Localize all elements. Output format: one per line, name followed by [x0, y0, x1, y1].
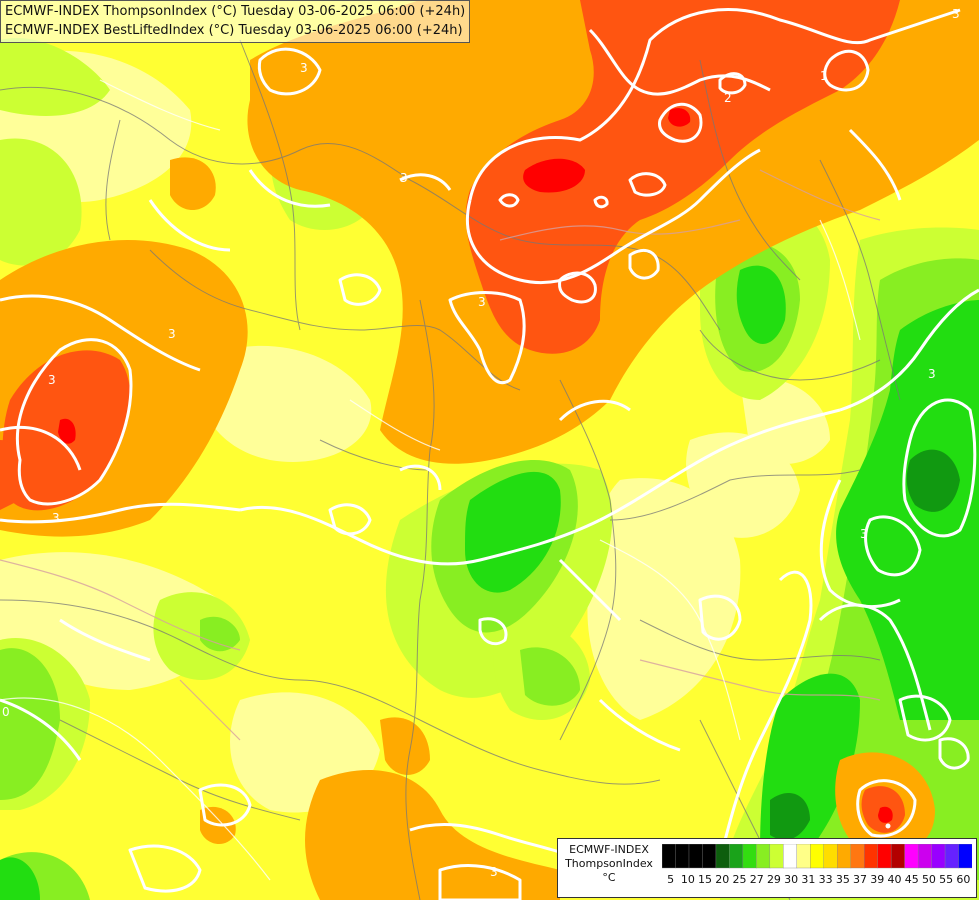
contour-label: 3: [490, 865, 498, 879]
legend-swatch: [675, 844, 690, 869]
legend-swatch: [837, 844, 852, 869]
map-title-box: ECMWF-INDEX ThompsonIndex (°C) Tuesday 0…: [0, 0, 471, 43]
title-line-1: ECMWF-INDEX ThompsonIndex (°C) Tuesday 0…: [5, 4, 466, 19]
legend-tick: 20: [715, 873, 730, 886]
legend-swatch: [823, 844, 838, 869]
contour-label: 3: [860, 527, 868, 541]
legend-swatch: [890, 844, 906, 869]
legend-swatch: [783, 844, 798, 869]
legend-color-bar: [662, 844, 972, 869]
legend-swatch: [715, 844, 730, 869]
legend-swatch: [742, 844, 757, 869]
legend-swatch: [904, 844, 919, 869]
legend-tick: 5: [667, 873, 675, 886]
legend-swatch: [877, 844, 892, 869]
dark-green-zones: [770, 449, 960, 840]
legend-variable: ThompsonIndex: [565, 857, 653, 870]
legend-tick: 30: [784, 873, 799, 886]
contour-label: 3: [952, 7, 960, 21]
contour-label: 3: [478, 295, 486, 309]
legend-tick: 29: [766, 873, 781, 886]
legend-tick: 55: [939, 873, 954, 886]
contour-label: 2: [724, 91, 732, 105]
lifted-index-contours: [0, 8, 979, 900]
region-borders: [0, 169, 881, 741]
legend-tick: 27: [749, 873, 764, 886]
legend-ticks: 5 10 15 20 25 27 29 30 31 33 35 37 39 40 45 50 55 60: [662, 873, 972, 889]
legend-tick: 15: [698, 873, 713, 886]
legend-model: ECMWF-INDEX: [569, 843, 649, 856]
legend-swatch: [931, 844, 946, 869]
secondary-contours: [0, 79, 861, 881]
legend-label: ECMWF-INDEX ThompsonIndex °C: [558, 843, 660, 885]
legend-swatch: [702, 844, 717, 869]
legend-swatch: [917, 844, 933, 869]
legend-tick: 25: [732, 873, 747, 886]
contour-label: 3: [928, 367, 936, 381]
legend-swatch: [810, 844, 825, 869]
location-marker: [885, 823, 891, 829]
contour-labels: 3 3 3 3 3 3 3 2 1 3 0 3 3: [2, 7, 960, 879]
legend-swatch: [769, 844, 784, 869]
legend-tick: 37: [853, 873, 868, 886]
legend-tick: 50: [921, 873, 936, 886]
legend-tick: 45: [904, 873, 919, 886]
legend-tick: 39: [870, 873, 885, 886]
contour-label: 3: [48, 373, 56, 387]
legend-tick: 60: [956, 873, 971, 886]
contour-label: 3: [300, 61, 308, 75]
legend-swatch: [850, 844, 865, 869]
legend-tick: 31: [801, 873, 816, 886]
contour-label: 1: [820, 69, 828, 83]
legend-unit: °C: [602, 871, 616, 884]
contour-label: 3: [168, 327, 176, 341]
contour-label: 3: [400, 171, 408, 185]
legend-swatch: [688, 844, 703, 869]
legend-tick: 40: [887, 873, 902, 886]
red-zones: [58, 108, 893, 823]
legend-tick: 33: [818, 873, 833, 886]
title-line-2: ECMWF-INDEX BestLiftedIndex (°C) Tuesday…: [5, 23, 463, 38]
legend-swatch: [729, 844, 744, 869]
contour-label: 3: [52, 511, 60, 525]
legend-swatch: [756, 844, 771, 869]
legend-swatch: [944, 844, 960, 869]
legend-swatch: [796, 844, 811, 869]
color-legend: ECMWF-INDEX ThompsonIndex °C 5 10 15 20 25 27…: [557, 838, 977, 898]
contour-label: 0: [2, 705, 10, 719]
legend-swatch: [863, 844, 879, 869]
legend-swatch: [662, 844, 676, 869]
legend-tick: 35: [835, 873, 850, 886]
legend-swatch: [958, 844, 972, 869]
legend-tick: 10: [680, 873, 695, 886]
